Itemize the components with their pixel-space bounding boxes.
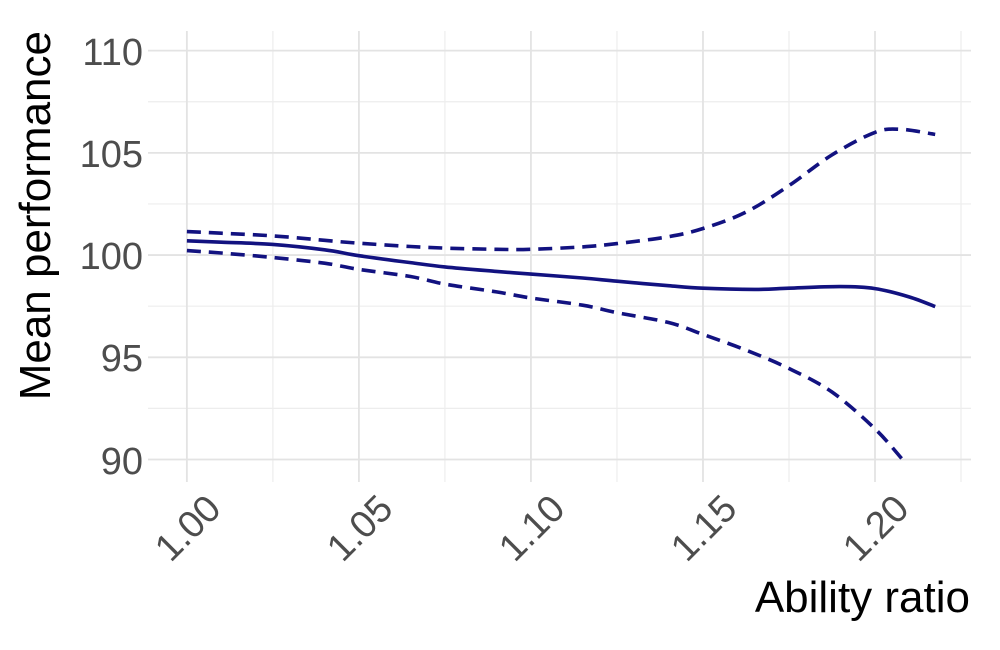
series-mean-line	[186, 239, 936, 309]
y-tick-label-110: 110	[82, 31, 143, 74]
series-upper_band-line	[186, 127, 936, 252]
y-tick-label-100: 100	[79, 236, 143, 279]
series-lower_band-line	[186, 248, 904, 461]
y-tick-label-105: 105	[79, 133, 143, 176]
x-axis-title: Ability ratio	[754, 573, 970, 622]
y-tick-label-95: 95	[100, 338, 143, 381]
y-tick-label-90: 90	[100, 440, 143, 483]
